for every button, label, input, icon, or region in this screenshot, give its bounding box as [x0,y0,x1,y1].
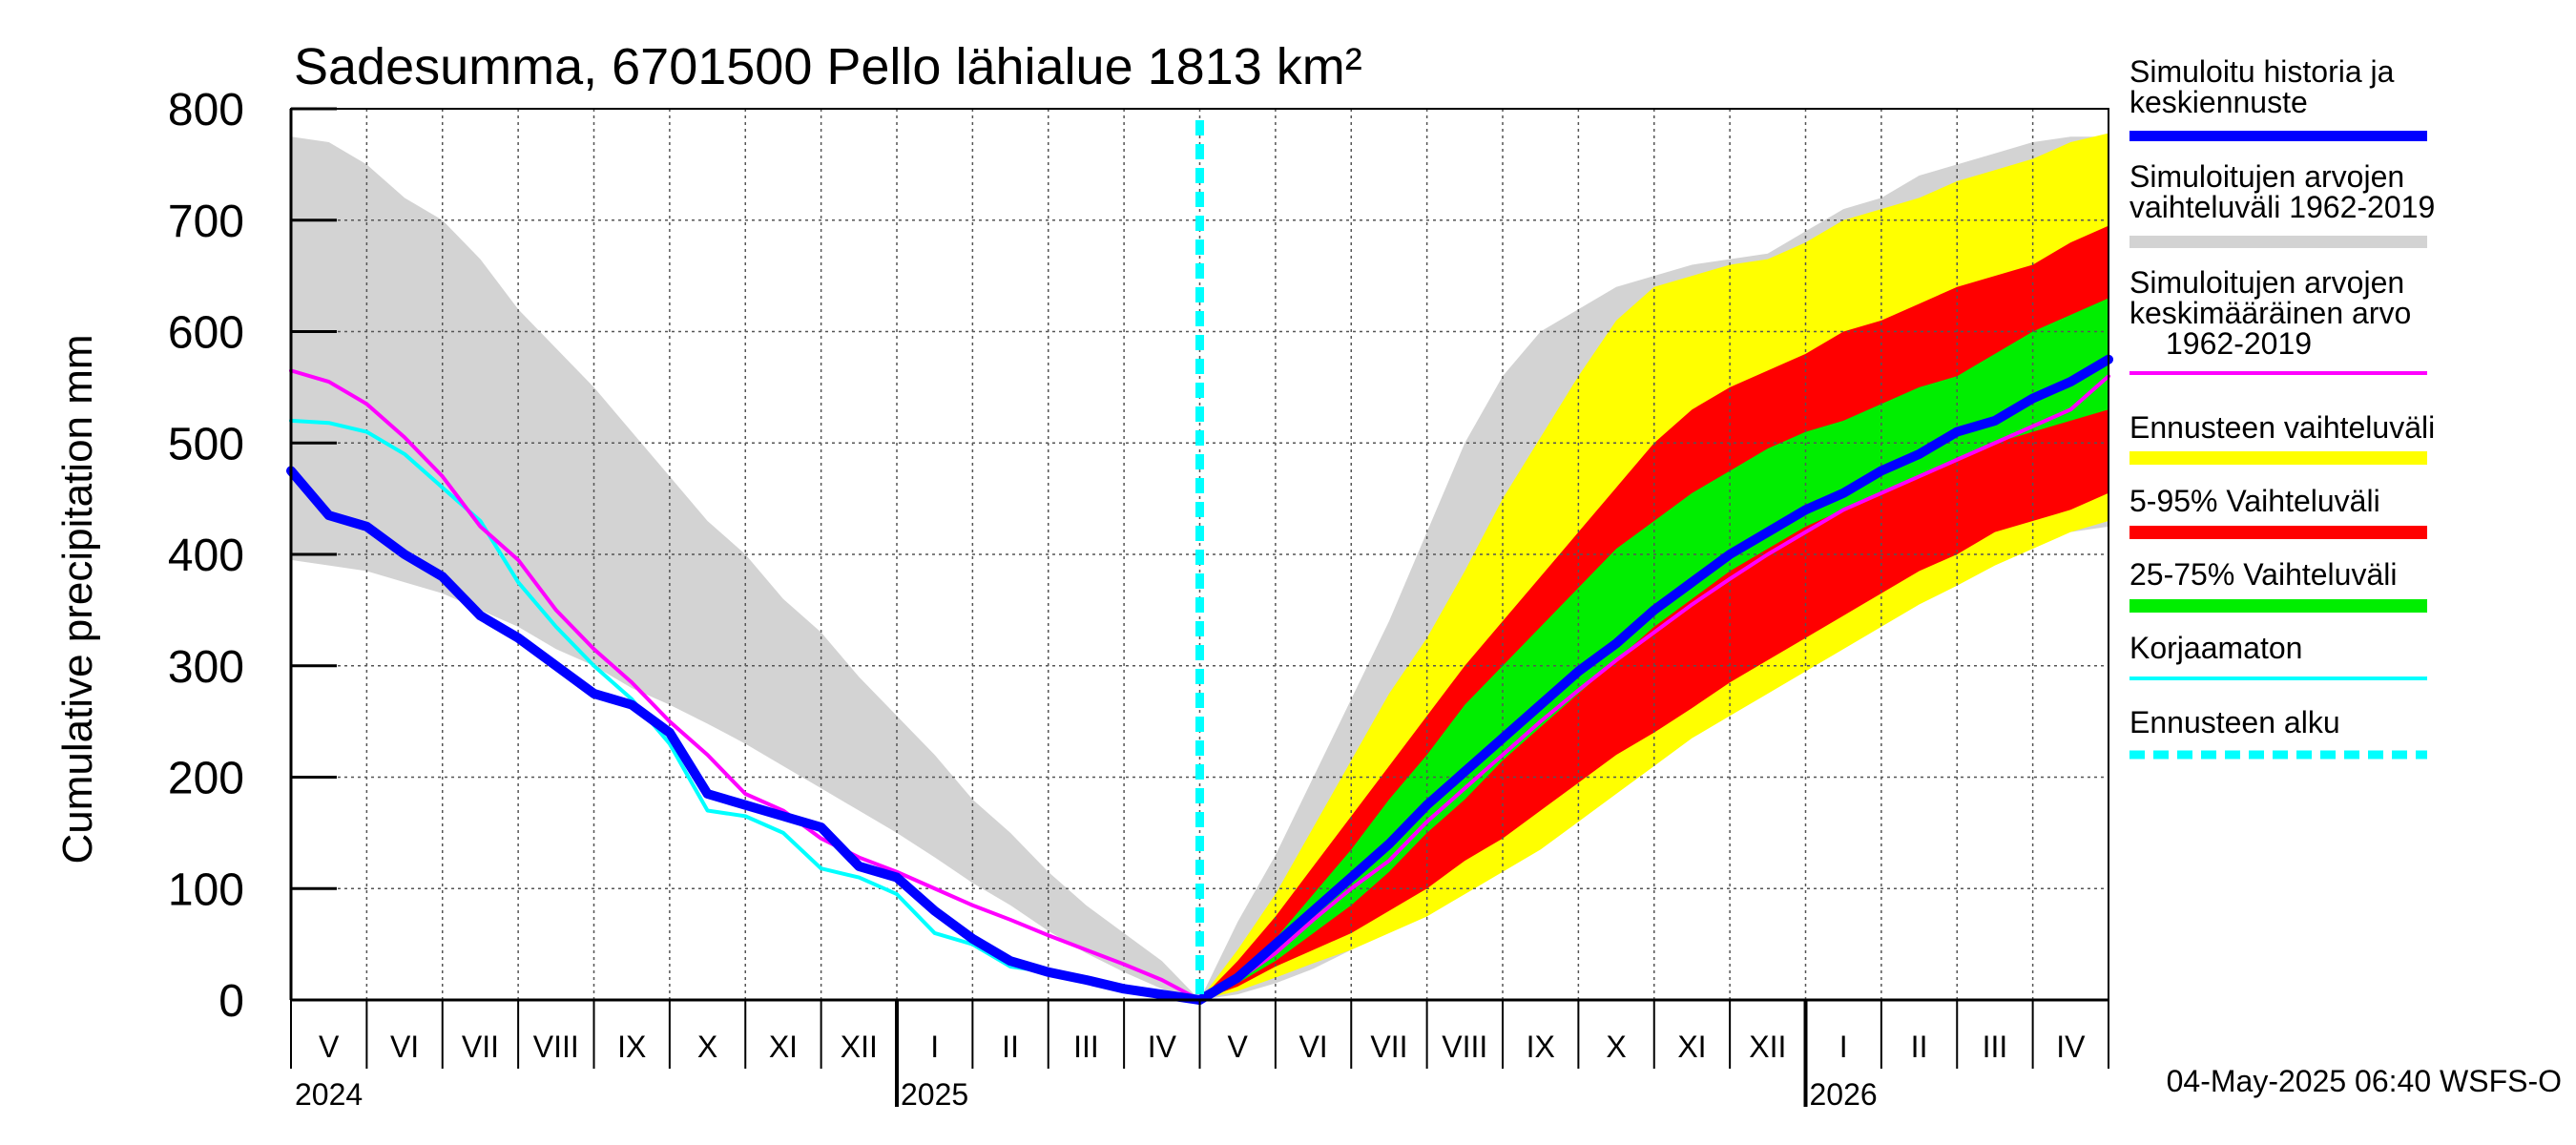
legend-label-range-line1: Simuloitujen arvojen [2129,159,2404,194]
legend-label-forecast-start: Ennusteen alku [2129,705,2340,739]
month-label: IV [2056,1030,2086,1064]
legend-label-mean-line3: 1962-2019 [2166,326,2312,361]
month-label: II [1002,1030,1019,1064]
y-axis: 0 100 200 300 400 500 600 700 800 [168,85,2109,1027]
y-tick-label: 200 [168,754,244,804]
month-label: IX [1527,1030,1555,1064]
legend-swatch-history [2129,131,2427,141]
line-simuloitu-historia-ja-keskiennuste-history-8 [286,466,1205,1005]
legend-label-mean-line2: keskimääräinen arvo [2129,296,2411,330]
month-label: XII [841,1030,878,1064]
legend-swatch-mean [2129,371,2427,375]
line-layer [286,120,2113,1005]
line-simuloitu-historia-ja-keskiennuste-future-9 [1195,354,2113,1005]
y-tick-label: 800 [168,85,244,135]
month-label: VI [390,1030,419,1064]
month-label: X [1606,1030,1626,1064]
month-label: XI [769,1030,798,1064]
y-tick-label: 300 [168,642,244,693]
month-label: V [319,1030,340,1064]
band-simuloitujen-arvojen-vaihteluv-li-1962-2019-history-0 [291,136,1200,1000]
x-axis: V VI VII VIII IX X XI XII I II III IV V VI VII VIII IX X X… [290,1000,2109,1112]
y-tick-label: 500 [168,419,244,469]
legend-label-mean-line1: Simuloitujen arvojen [2129,265,2404,300]
y-tick-label: 700 [168,197,244,247]
y-tick-label: 600 [168,308,244,359]
year-label: 2026 [1810,1077,1878,1112]
line-simuloitujen-arvojen-keskim-r-inen-arvo-1962-2019-history-6 [289,368,1202,1002]
legend-label-forecast-range: Ennusteen vaihteluväli [2129,410,2435,445]
line-simuloitujen-arvojen-keskim-r-inen-arvo-1962-2019-future-7 [1197,374,2110,1002]
legend-swatch-5-95 [2129,526,2427,539]
month-label: VI [1298,1030,1327,1064]
year-label: 2024 [295,1077,363,1112]
legend-swatch-uncorrected [2129,677,2427,680]
month-label: II [1911,1030,1928,1064]
month-label: III [1073,1030,1099,1064]
month-label: I [1839,1030,1848,1064]
month-label: I [930,1030,939,1064]
chart-title: Sadesumma, 6701500 Pello lähialue 1813 k… [294,38,1362,95]
month-label: VII [462,1030,499,1064]
month-label: IV [1148,1030,1177,1064]
month-label: VIII [1442,1030,1487,1064]
month-label: VII [1370,1030,1407,1064]
legend-swatch-range [2129,236,2427,248]
legend-swatch-forecast-range [2129,451,2427,465]
plot-area [286,109,2113,1005]
y-tick-label: 100 [168,864,244,915]
month-label: XII [1749,1030,1786,1064]
legend: Simuloitu historia ja keskiennuste Simul… [2129,54,2435,760]
y-tick-label: 0 [218,976,244,1027]
month-label: VIII [533,1030,579,1064]
y-tick-label: 400 [168,531,244,581]
legend-swatch-25-75 [2129,599,2427,613]
legend-label-range-line2: vaihteluväli 1962-2019 [2129,190,2435,224]
year-label: 2025 [901,1077,968,1112]
legend-label-history-line1: Simuloitu historia ja [2129,54,2395,89]
legend-label-5-95: 5-95% Vaihteluväli [2129,484,2380,518]
month-label: XI [1677,1030,1706,1064]
legend-label-history-line2: keskiennuste [2129,85,2308,119]
month-label: IX [617,1030,646,1064]
month-label: III [1983,1030,2008,1064]
month-label: V [1228,1030,1249,1064]
legend-label-25-75: 25-75% Vaihteluväli [2129,557,2397,592]
y-axis-label: Cumulative precipitation mm [54,334,101,864]
month-label: X [697,1030,717,1064]
legend-label-uncorrected: Korjaamaton [2129,631,2302,665]
timestamp: 04-May-2025 06:40 WSFS-O [2167,1064,2562,1098]
